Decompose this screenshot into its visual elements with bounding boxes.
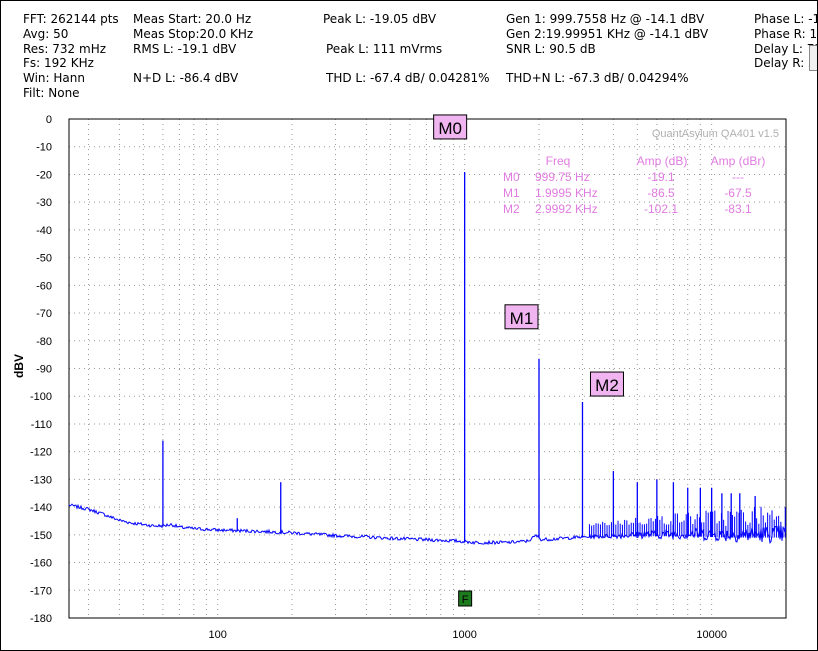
phase-l-readout: Phase L: -1 [754,12,818,26]
axes: 0 -10 -20 -30 -40 -50 -60 -70 -80 -90 -100 -110 -120… [30,114,787,641]
y-tick-label: -150 [30,530,52,542]
meas-start-readout: Meas Start: 20.0 Hz [133,12,252,26]
f-marker-label: F [462,594,469,606]
marker-box [589,371,624,397]
y-tick-label: -30 [36,197,52,209]
fft-size-readout: FFT: 262144 pts [23,12,119,26]
y-tick-label: -160 [30,558,52,570]
gen1-readout: Gen 1: 999.7558 Hz @ -14.1 dBV [506,12,705,26]
y-tick-label: -40 [36,225,52,237]
scrollbar-stub[interactable] [809,45,817,71]
phase-r-readout: Phase R: 1 [754,27,818,41]
table-header: Amp (dBr) [711,154,766,168]
thd-n-readout: THD+N L: -67.3 dB/ 0.04294% [506,71,689,85]
table-amp-db: -19.1 [647,170,675,184]
y-tick-label: -90 [36,364,52,376]
plot-border [68,118,787,619]
y-tick-label: -110 [31,419,52,431]
y-tick-label: -70 [36,308,52,320]
table-marker-id: M0 [503,170,520,184]
marker-m0: M0 [433,114,468,140]
averages-readout: Avg: 50 [23,27,69,41]
watermark: QuantAsylum QA401 v1.5 [652,128,779,140]
y-axis-label: dBV [12,354,26,378]
table-amp-db: -86.5 [647,186,675,200]
peak-dbv-readout: Peak L: -19.05 dBV [323,12,437,26]
y-tick-label: -140 [30,502,52,514]
y-tick-label: -10 [36,142,52,154]
table-amp-db: -102.1 [644,202,678,216]
meas-stop-readout: Meas Stop:20.0 KHz [133,27,254,41]
thd-readout: THD L: -67.4 dB/ 0.04281% [326,71,490,85]
marker-label: M2 [595,376,619,395]
table-amp-dbr: -83.1 [724,202,752,216]
y-tick-label: -50 [36,253,52,265]
y-tick-label: -170 [30,585,52,597]
y-tick-label: -60 [36,280,52,292]
marker-label: M1 [510,309,534,328]
x-tick-label: 100 [209,629,227,641]
x-tick-label: 10000 [696,629,727,641]
resolution-readout: Res: 732 mHz [23,42,107,56]
table-header: Amp (dB) [637,154,688,168]
grid [69,118,787,619]
window-readout: Win: Hann [23,71,85,85]
table-amp-dbr: -67.5 [724,186,752,200]
marker-m1: M1 [504,304,539,330]
f-marker: F [458,590,473,607]
table-marker-id: M2 [503,202,520,216]
rms-readout: RMS L: -19.1 dBV [133,42,237,56]
marker-box [433,114,468,140]
marker-m2: M2 [589,371,624,397]
snr-readout: SNR L: 90.5 dB [506,42,596,56]
y-tick-label: 0 [46,114,52,126]
gen2-readout: Gen 2:19.99951 KHz @ -14.1 dBV [506,27,709,41]
noise-floor-line [68,503,787,546]
marker-box [504,304,539,330]
y-tick-label: -20 [36,169,52,181]
delay-r-readout: Delay R: 5. [754,56,818,70]
table-amp-dbr: --- [732,170,744,184]
f-marker-box [458,590,473,607]
y-tick-label: -100 [30,391,52,403]
table-marker-id: M1 [503,186,520,200]
filter-readout: Filt: None [23,86,80,100]
markers: M0 M1 M2 F [433,114,624,607]
marker-table: Freq Amp (dB) Amp (dBr) M0 999.75 Hz -19.1 ---… [503,154,765,216]
table-freq: 1.9995 KHz [535,186,598,200]
table-header: Freq [546,154,571,168]
marker-label: M0 [438,119,462,138]
peak-mvrms-readout: Peak L: 111 mVrms [326,42,443,56]
x-tick-label: 1000 [452,629,476,641]
spectrum-trace [68,171,787,546]
y-tick-label: -80 [36,336,52,348]
table-freq: 999.75 Hz [535,170,590,184]
y-tick-label: -130 [30,474,52,486]
table-freq: 2.9992 KHz [535,202,598,216]
sample-rate-readout: Fs: 192 KHz [23,56,94,70]
delay-l-readout: Delay L: 72 [754,42,818,56]
y-tick-label: -180 [30,613,52,625]
y-tick-label: -120 [30,447,52,459]
noise-distortion-readout: N+D L: -86.4 dBV [133,71,239,85]
